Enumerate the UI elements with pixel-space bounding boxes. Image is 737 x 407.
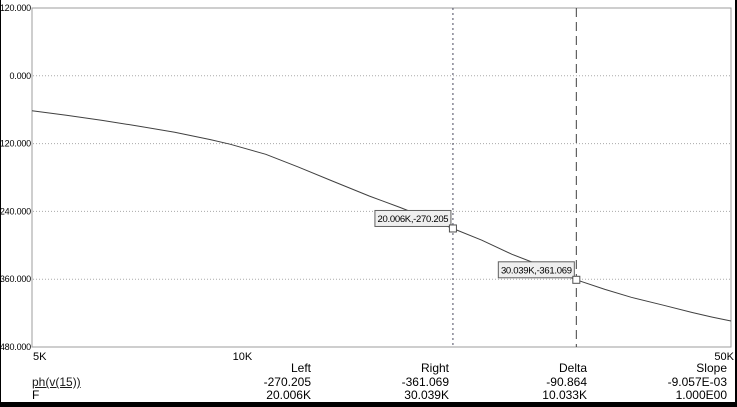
cursor-left-tag-label: 20.006K,-270.205 xyxy=(378,214,449,225)
y-tick-label: -240.000 xyxy=(1,206,31,216)
readout-col-slope: Slope xyxy=(696,361,727,375)
cursor-right-tag-label: 30.039K,-361.069 xyxy=(501,265,572,276)
y-tick-label: 120.000 xyxy=(1,3,31,13)
freq-right-value: 30.039K xyxy=(404,388,449,402)
cursor-left-tag-box[interactable] xyxy=(374,209,452,227)
trace-name-link[interactable]: ph(v(15)) xyxy=(32,375,81,389)
x-tick-label: 5K xyxy=(33,351,47,363)
readout-col-right: Right xyxy=(420,361,449,375)
trace-left-value: -270.205 xyxy=(263,375,311,389)
readout-col-left: Left xyxy=(290,361,311,375)
y-tick-label: -120.000 xyxy=(1,139,31,149)
cursor-right-marker[interactable] xyxy=(572,275,581,284)
cursor-right-tag-box[interactable] xyxy=(497,261,575,279)
y-tick-label: -480.000 xyxy=(1,342,31,352)
y-tick-label: -360.000 xyxy=(1,274,31,284)
freq-left-value: 20.006K xyxy=(266,388,311,402)
freq-delta-value: 10.033K xyxy=(542,388,587,402)
cursor-left-marker[interactable] xyxy=(448,224,457,233)
trace-right-value: -361.069 xyxy=(401,375,449,389)
x-tick-label: 50K xyxy=(714,351,734,363)
readout-col-delta: Delta xyxy=(558,361,587,375)
freq-row-label: F xyxy=(32,388,40,402)
trace-slope-value: -9.057E-03 xyxy=(667,375,727,389)
freq-slope-value: 1.000E00 xyxy=(675,388,727,402)
plot-frame xyxy=(31,7,732,348)
trace-delta-value: -90.864 xyxy=(546,375,587,389)
y-tick-label: 0.000 xyxy=(9,71,31,81)
x-tick-label: 10K xyxy=(233,351,253,363)
